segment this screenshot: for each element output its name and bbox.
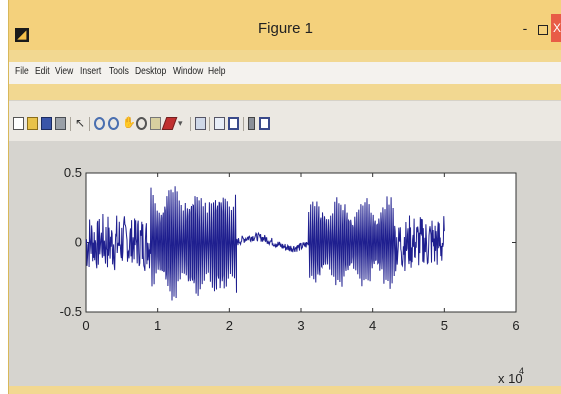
print-icon[interactable]	[55, 117, 66, 130]
minimize-button[interactable]: -	[522, 20, 528, 36]
dock-figure-icon[interactable]	[259, 117, 270, 130]
rotate-3d-icon[interactable]	[136, 117, 147, 130]
brush-icon[interactable]	[161, 117, 178, 130]
figure-toolbar: ↖ ✋ ▾	[9, 100, 561, 141]
close-button[interactable]: X	[551, 14, 561, 42]
x-tick-label: 6	[512, 318, 519, 333]
y-tick-label: 0	[75, 235, 82, 250]
menu-tools[interactable]: Tools	[109, 66, 129, 77]
maximize-icon	[538, 25, 548, 35]
menu-view[interactable]: View	[55, 66, 74, 77]
menu-edit[interactable]: Edit	[35, 66, 50, 77]
window-title: Figure 1	[257, 20, 314, 37]
menu-desktop[interactable]: Desktop	[135, 66, 167, 77]
menu-file[interactable]: File	[15, 66, 29, 77]
zoom-out-icon[interactable]	[108, 117, 119, 130]
y-tick-label: -0.5	[60, 304, 82, 319]
x-axis-multiplier-exponent: 4	[519, 366, 524, 376]
tick-labels: 0 1 2 3 4 5 60.50-0.5	[60, 165, 520, 333]
x-tick-label: 0	[82, 318, 89, 333]
x-tick-label: 5	[441, 318, 448, 333]
x-axis-multiplier: x 10	[498, 371, 523, 386]
pan-icon[interactable]: ✋	[122, 117, 136, 129]
title-bar[interactable]: ◢ Figure 1 - X	[9, 0, 561, 50]
open-file-icon[interactable]	[27, 117, 38, 130]
insert-colorbar-icon[interactable]	[195, 117, 206, 130]
plot-svg[interactable]: 0 1 2 3 4 5 60.50-0.5 x 10 4	[0, 141, 561, 386]
data-cursor-icon[interactable]	[150, 117, 161, 130]
matlab-icon[interactable]: ◢	[15, 28, 29, 42]
insert-legend-icon[interactable]	[214, 117, 225, 130]
menu-bar: File Edit View Insert Tools Desktop Wind…	[9, 62, 561, 84]
menu-window[interactable]: Window	[173, 66, 204, 77]
x-tick-label: 4	[369, 318, 376, 333]
link-plot-icon[interactable]: ▾	[178, 118, 183, 128]
edit-plot-icon[interactable]: ↖	[75, 116, 86, 130]
menu-insert[interactable]: Insert	[80, 66, 102, 77]
window-bottom-border	[9, 386, 561, 394]
y-tick-label: 0.5	[64, 165, 82, 180]
hide-plot-tools-icon[interactable]	[228, 117, 239, 130]
x-tick-label: 3	[297, 318, 304, 333]
x-tick-label: 2	[226, 318, 233, 333]
signal-line	[85, 186, 445, 301]
new-figure-icon[interactable]	[13, 117, 24, 130]
menu-help[interactable]: Help	[208, 66, 226, 77]
zoom-in-icon[interactable]	[94, 117, 105, 130]
maximize-button[interactable]	[536, 22, 550, 38]
show-plot-tools-icon[interactable]	[248, 117, 255, 130]
x-tick-label: 1	[154, 318, 161, 333]
save-icon[interactable]	[41, 117, 52, 130]
axis-ticks	[85, 172, 517, 313]
